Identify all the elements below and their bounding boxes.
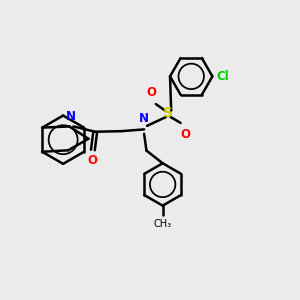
Text: N: N [139,112,148,125]
Text: O: O [87,154,97,167]
Text: Cl: Cl [217,70,229,83]
Text: O: O [180,128,190,141]
Text: N: N [65,110,76,123]
Text: S: S [163,106,173,120]
Text: O: O [146,86,156,99]
Text: CH₃: CH₃ [154,219,172,229]
